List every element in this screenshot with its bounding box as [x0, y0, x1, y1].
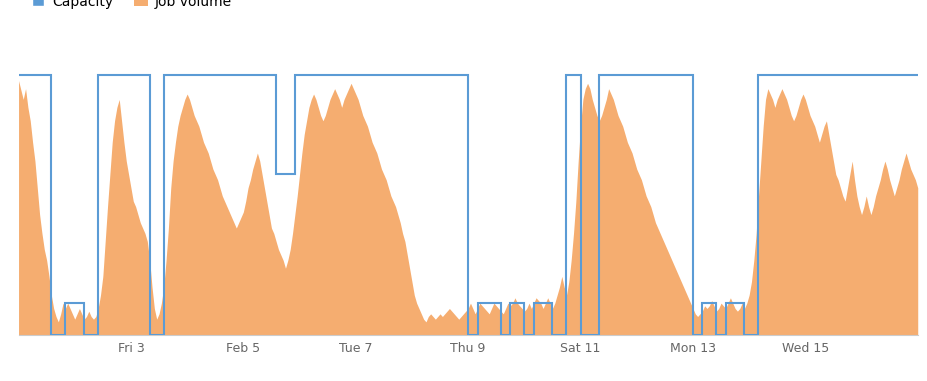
- Legend: Capacity, Job volume: Capacity, Job volume: [25, 0, 237, 14]
